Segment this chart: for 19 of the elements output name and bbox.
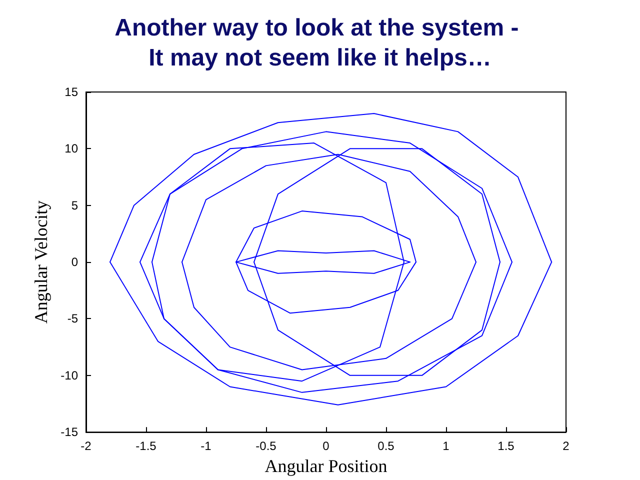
x-tick-label: -0.5 [256,439,277,454]
y-tick-label: 15 [64,85,78,99]
y-tick-label: -10 [60,368,78,382]
x-tick-label: 1 [442,439,450,454]
x-tick-label: 0 [322,439,330,454]
x-tick-label: 0.5 [378,439,395,454]
y-axis-title: Angular Velocity [30,200,51,324]
y-tick-label: 0 [71,255,78,270]
x-axis-title: Angular Position [264,456,388,476]
x-tick-label: 1.5 [498,439,515,454]
chart-title: Another way to look at the system - It may not seem like it helps… [114,14,526,72]
x-tick-label: -1 [200,439,212,454]
y-tick-label: -5 [67,312,78,326]
x-tick-label: 2 [562,439,570,454]
y-tick-label: 10 [64,142,78,156]
y-tick-label: -15 [60,425,78,440]
y-tick-label: 5 [71,198,78,212]
x-tick-label: -2 [80,439,92,454]
x-tick-label: -1.5 [136,439,157,454]
